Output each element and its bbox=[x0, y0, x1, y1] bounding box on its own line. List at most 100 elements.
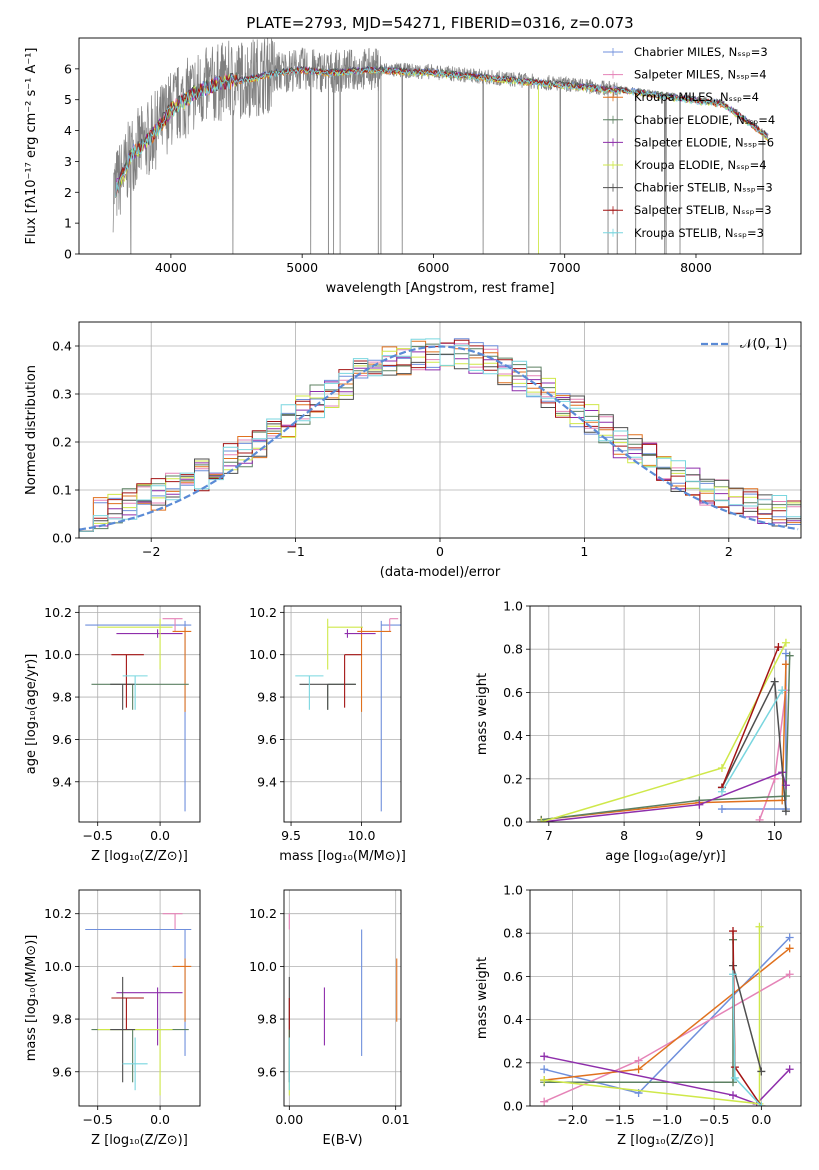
legend-marker bbox=[609, 138, 617, 147]
residual-histogram bbox=[79, 343, 801, 538]
y-tick-label: 0.8 bbox=[503, 642, 523, 657]
mass-weight-marker bbox=[774, 643, 783, 652]
x-tick-label: 0.0 bbox=[150, 1112, 170, 1127]
y-tick-label: 9.6 bbox=[257, 732, 277, 747]
spectrum-panel: 4000 5000 6000 7000 8000 0 1 2 3 4 5 6 wavelength [A… bbox=[24, 37, 802, 296]
mass-vs-Z-panel: −0.5 0.0 9.6 9.8 10.0 10.2 Z [log₁₀(Z/Z⊙)] mass… bbox=[24, 889, 201, 1148]
mass-weight-marker bbox=[770, 677, 779, 686]
mass-weight-marker bbox=[634, 1065, 643, 1074]
y-tick-label: 1.0 bbox=[503, 599, 523, 614]
x-tick-label: −1.0 bbox=[652, 1112, 682, 1127]
y-tick-label: 10.2 bbox=[249, 605, 277, 620]
y-tick-label: 5 bbox=[64, 92, 72, 107]
mass-weight-marker bbox=[729, 1078, 738, 1087]
mass-weight-marker bbox=[781, 792, 790, 801]
axes-frame bbox=[529, 889, 802, 1107]
y-tick-label: 10.2 bbox=[44, 906, 72, 921]
model-spectrum-line bbox=[115, 66, 769, 198]
residual-histogram bbox=[79, 348, 801, 538]
x-tick-label: 0 bbox=[436, 544, 444, 559]
axes-frame bbox=[283, 605, 402, 823]
mass-weight-marker bbox=[785, 970, 794, 979]
y-tick-label: 3 bbox=[64, 154, 72, 169]
mass-weight-marker bbox=[717, 787, 726, 796]
legend-label: Chabrier ELODIE, Nₛₛₚ=4 bbox=[634, 113, 775, 127]
x-tick-label: 4000 bbox=[155, 260, 187, 275]
plot-area bbox=[295, 618, 401, 812]
axes-frame bbox=[78, 889, 201, 1107]
legend-marker bbox=[609, 206, 617, 215]
y-tick-label: 0.8 bbox=[503, 926, 523, 941]
legend-label: Salpeter MILES, Nₛₛₚ=4 bbox=[634, 68, 767, 82]
mass-weight-line bbox=[541, 771, 787, 822]
x-tick-label: 10.0 bbox=[348, 828, 376, 843]
mass-weight-marker bbox=[781, 807, 790, 816]
x-tick-label: 8 bbox=[620, 828, 628, 843]
x-tick-label: 5000 bbox=[286, 260, 318, 275]
residual-histogram bbox=[79, 340, 801, 538]
y-axis-label: age [log₁₀(age/yr)] bbox=[24, 654, 39, 775]
x-axis-label: E(B-V) bbox=[322, 1133, 362, 1148]
x-tick-label: 2 bbox=[725, 544, 733, 559]
y-tick-label: 0.2 bbox=[52, 435, 72, 450]
y-axis-label: mass weight bbox=[475, 673, 490, 755]
y-tick-label: 10.2 bbox=[44, 605, 72, 620]
y-tick-label: 0.0 bbox=[503, 815, 523, 830]
model-spectrum-line bbox=[115, 68, 769, 198]
plot-area bbox=[540, 922, 794, 1106]
legend-label: Salpeter ELODIE, Nₛₛₚ=6 bbox=[634, 135, 774, 149]
residual-histogram bbox=[79, 353, 801, 538]
legend-label: Kroupa ELODIE, Nₛₛₚ=4 bbox=[634, 158, 767, 172]
y-tick-label: 10.0 bbox=[44, 959, 72, 974]
y-tick-label: 9.4 bbox=[257, 774, 277, 789]
plot-area bbox=[85, 618, 192, 812]
figure-title: PLATE=2793, MJD=54271, FIBERID=0316, z=0… bbox=[246, 14, 633, 32]
x-tick-label: 8000 bbox=[680, 260, 712, 275]
plot-area bbox=[85, 913, 192, 1096]
x-tick-label: −0.5 bbox=[83, 1112, 113, 1127]
residuals-panel: −2 −1 0 1 2 0.0 0.1 0.2 0.3 0.4 (data-model)/error… bbox=[24, 321, 802, 580]
legend-marker bbox=[609, 70, 617, 79]
axes-frame bbox=[78, 321, 802, 539]
x-tick-label: 7000 bbox=[549, 260, 581, 275]
y-tick-label: 9.8 bbox=[52, 1012, 72, 1027]
mass-weight-marker bbox=[785, 1065, 794, 1074]
y-axis-label: Normed distribution bbox=[24, 365, 39, 495]
x-axis-label: mass [log₁₀(M/M⊙)] bbox=[279, 849, 406, 864]
x-axis-label: Z [log₁₀(Z/Z⊙)] bbox=[617, 1133, 714, 1148]
axes-frame bbox=[529, 605, 802, 823]
y-tick-label: 0.6 bbox=[503, 969, 523, 984]
mass-weight-line bbox=[541, 664, 787, 821]
y-tick-label: 0.4 bbox=[503, 728, 523, 743]
legend-marker bbox=[609, 93, 617, 102]
x-axis-label: Z [log₁₀(Z/Z⊙)] bbox=[91, 1133, 188, 1148]
age-vs-Z-panel: −0.5 0.0 9.4 9.6 9.8 10.0 10.2 Z [log₁₀(Z/Z⊙)] a… bbox=[24, 605, 201, 864]
y-tick-label: 4 bbox=[64, 123, 72, 138]
y-tick-label: 0.0 bbox=[52, 531, 72, 546]
residual-histogram bbox=[79, 342, 801, 538]
x-tick-label: −1 bbox=[286, 544, 304, 559]
y-tick-label: 1.0 bbox=[503, 883, 523, 898]
plot-area bbox=[79, 338, 801, 538]
x-tick-label: −2 bbox=[142, 544, 160, 559]
y-axis-label: mass [log₁₀(M/M⊙)] bbox=[24, 935, 39, 1062]
y-tick-label: 10.0 bbox=[249, 959, 277, 974]
residual-histogram bbox=[79, 339, 801, 538]
mass-weight-marker bbox=[770, 774, 779, 783]
mass-weight-marker bbox=[755, 922, 764, 931]
x-axis-label: Z [log₁₀(Z/Z⊙)] bbox=[91, 849, 188, 864]
legend-marker bbox=[609, 183, 617, 192]
axes-frame bbox=[283, 889, 402, 1107]
mass-weight-marker bbox=[730, 1073, 739, 1082]
mass-weight-marker bbox=[729, 927, 738, 936]
y-tick-label: 0.0 bbox=[503, 1099, 523, 1114]
mass-weight-marker bbox=[757, 1102, 766, 1106]
x-tick-label: 6000 bbox=[418, 260, 450, 275]
mass-weight-marker bbox=[717, 805, 726, 814]
legend-label: Chabrier STELIB, Nₛₛₚ=3 bbox=[634, 181, 773, 195]
x-tick-label: 0.0 bbox=[150, 828, 170, 843]
age-vs-mass-panel: 9.5 10.0 9.4 9.6 9.8 10.0 10.2 mass [log₁₀(M/M⊙… bbox=[249, 605, 406, 864]
y-tick-label: 9.6 bbox=[52, 1064, 72, 1079]
y-tick-label: 1 bbox=[64, 216, 72, 231]
mass-weight-marker bbox=[729, 970, 738, 979]
